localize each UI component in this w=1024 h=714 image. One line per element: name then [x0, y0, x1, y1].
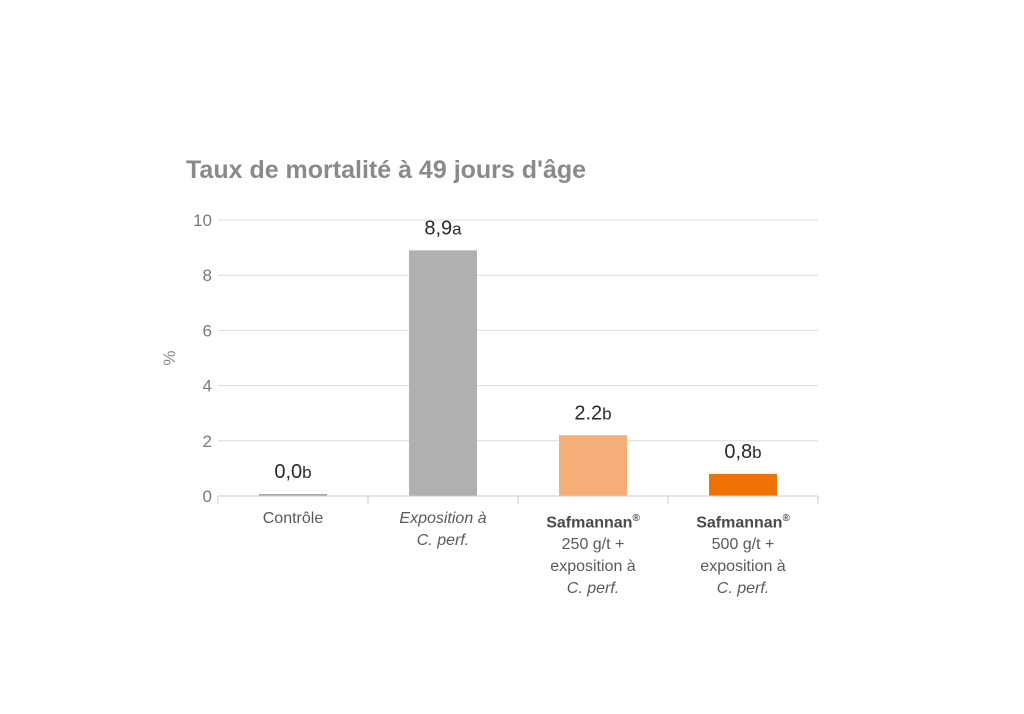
x-label-controle: Contrôle: [218, 508, 368, 530]
y-tick-label: 0: [203, 487, 212, 506]
bar-value-label: 8,9a: [424, 217, 462, 239]
x-label-line: 500 g/t +: [711, 536, 775, 554]
x-label-line: Contrôle: [262, 510, 324, 527]
x-label-line: C. perf.: [566, 580, 620, 598]
y-tick-label: 8: [203, 266, 212, 285]
bar-value-label: 0,8b: [724, 441, 761, 463]
x-label-safmannan-500: Safmannan® 500 g/t + exposition à C. per…: [668, 508, 818, 600]
x-label-line: exposition à: [700, 558, 786, 576]
y-tick-label: 2: [203, 432, 212, 451]
y-tick-label: 4: [203, 377, 212, 396]
y-tick-label: 10: [193, 211, 212, 230]
bars: [259, 250, 777, 496]
bar: [709, 473, 777, 496]
registered-mark: ®: [782, 513, 790, 524]
x-axis-ticks: [217, 496, 819, 504]
brand-name: Safmannan: [696, 514, 783, 532]
bar: [559, 435, 627, 496]
registered-mark: ®: [632, 513, 640, 524]
bar: [259, 494, 327, 496]
x-label-line: C. perf.: [416, 532, 470, 549]
x-label-safmannan-250: Safmannan® 250 g/t + exposition à C. per…: [518, 508, 668, 600]
x-label-line: 250 g/t +: [561, 536, 625, 554]
y-axis-label: %: [160, 350, 179, 365]
x-label-line: C. perf.: [716, 580, 770, 598]
x-label-line: exposition à: [550, 558, 636, 576]
chart-title: Taux de mortalité à 49 jours d'âge: [186, 156, 587, 184]
bar: [409, 250, 477, 496]
gridlines: [218, 219, 818, 442]
x-label-exposition: Exposition à C. perf.: [368, 508, 518, 552]
bar-value-label: 2.2b: [574, 402, 611, 424]
y-tick-label: 6: [203, 321, 212, 340]
x-label-line: Exposition à: [399, 510, 487, 527]
y-axis-ticks: 0 2 4 6 8 10: [193, 211, 212, 506]
brand-name: Safmannan: [546, 514, 633, 532]
bar-value-labels: 0,0b 8,9a 2.2b 0,8b: [274, 217, 761, 483]
bar-value-label: 0,0b: [274, 461, 311, 483]
